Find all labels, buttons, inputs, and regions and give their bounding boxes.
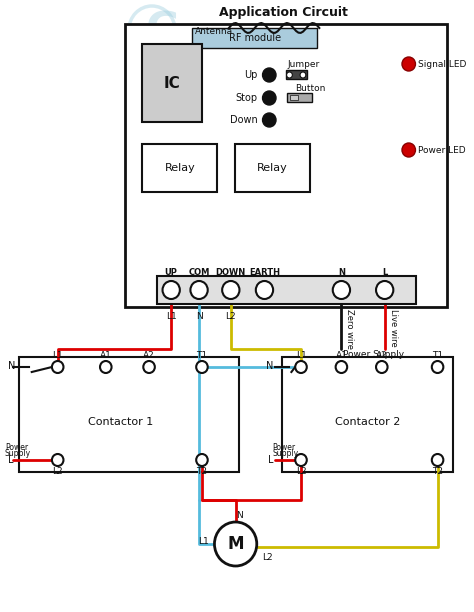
Text: A2: A2	[376, 351, 388, 359]
Text: L1: L1	[52, 351, 63, 359]
Text: omart: omart	[245, 21, 348, 51]
Circle shape	[143, 361, 155, 373]
Text: L: L	[8, 455, 13, 465]
Circle shape	[163, 281, 180, 299]
Text: L2: L2	[263, 553, 273, 562]
Circle shape	[222, 281, 239, 299]
Text: L1: L1	[296, 351, 306, 359]
Circle shape	[432, 454, 443, 466]
Bar	[286, 70, 307, 79]
Text: Supply: Supply	[5, 449, 31, 458]
Text: Application Circuit: Application Circuit	[219, 6, 348, 18]
Text: L1: L1	[166, 312, 176, 321]
Text: Supply: Supply	[272, 449, 298, 458]
Text: Zero wire: Zero wire	[345, 309, 354, 349]
Text: Power LED: Power LED	[419, 146, 466, 154]
Text: L1: L1	[198, 537, 209, 547]
Circle shape	[295, 454, 307, 466]
Text: Power Supply: Power Supply	[343, 349, 404, 359]
Text: COM: COM	[188, 267, 210, 277]
Text: L2: L2	[296, 468, 306, 477]
Bar	[235, 144, 310, 192]
Circle shape	[263, 113, 276, 127]
Circle shape	[214, 522, 257, 566]
Text: T2: T2	[196, 468, 208, 477]
Text: A1: A1	[336, 351, 347, 359]
Bar	[192, 28, 318, 48]
Text: DOWN: DOWN	[216, 267, 246, 277]
Bar	[142, 44, 202, 122]
Text: T1: T1	[432, 351, 443, 359]
Text: N: N	[338, 267, 345, 277]
Text: Power: Power	[5, 442, 28, 452]
Bar	[142, 144, 218, 192]
Text: N: N	[8, 361, 15, 371]
Text: Relay: Relay	[257, 163, 288, 173]
Text: Contactor 2: Contactor 2	[335, 417, 400, 427]
Bar	[291, 95, 298, 100]
Text: UP: UP	[165, 267, 178, 277]
Text: Antenna: Antenna	[195, 26, 233, 35]
Circle shape	[196, 361, 208, 373]
Circle shape	[256, 281, 273, 299]
Text: M: M	[228, 535, 244, 553]
Text: L: L	[382, 267, 387, 277]
Text: L2: L2	[226, 312, 236, 321]
Circle shape	[52, 454, 64, 466]
Circle shape	[263, 91, 276, 105]
Circle shape	[287, 72, 292, 78]
Text: N: N	[266, 361, 273, 371]
Text: T1: T1	[196, 351, 208, 359]
Text: A2: A2	[143, 351, 155, 359]
Text: EARTH: EARTH	[249, 267, 280, 277]
Circle shape	[196, 454, 208, 466]
Circle shape	[336, 361, 347, 373]
Circle shape	[263, 68, 276, 82]
Text: Relay: Relay	[164, 163, 195, 173]
Bar	[125, 24, 447, 307]
Text: IC: IC	[164, 75, 181, 91]
Circle shape	[432, 361, 443, 373]
Text: Button: Button	[295, 83, 326, 92]
Text: N: N	[236, 512, 243, 520]
Text: L2: L2	[53, 468, 63, 477]
Circle shape	[191, 281, 208, 299]
Text: Power: Power	[272, 442, 295, 452]
Text: RF module: RF module	[229, 33, 281, 43]
Circle shape	[402, 143, 415, 157]
Text: Stop: Stop	[236, 93, 258, 103]
Text: L: L	[268, 455, 273, 465]
Text: Down: Down	[230, 115, 258, 125]
Bar	[19, 357, 238, 472]
Bar	[157, 276, 417, 304]
Circle shape	[376, 281, 393, 299]
Circle shape	[295, 361, 307, 373]
Text: Signal LED: Signal LED	[419, 59, 467, 69]
Text: N: N	[196, 312, 202, 321]
Circle shape	[300, 72, 306, 78]
Circle shape	[402, 57, 415, 71]
Text: A1: A1	[100, 351, 112, 359]
Text: Contactor 1: Contactor 1	[88, 417, 153, 427]
Text: Up: Up	[245, 70, 258, 80]
Bar	[287, 93, 311, 102]
Circle shape	[52, 361, 64, 373]
Text: T2: T2	[432, 468, 443, 477]
Circle shape	[333, 281, 350, 299]
Bar	[282, 357, 453, 472]
Text: G: G	[146, 9, 181, 51]
Text: Live wire: Live wire	[389, 309, 398, 347]
Text: Jumper: Jumper	[288, 59, 320, 69]
Circle shape	[376, 361, 388, 373]
Circle shape	[100, 361, 111, 373]
